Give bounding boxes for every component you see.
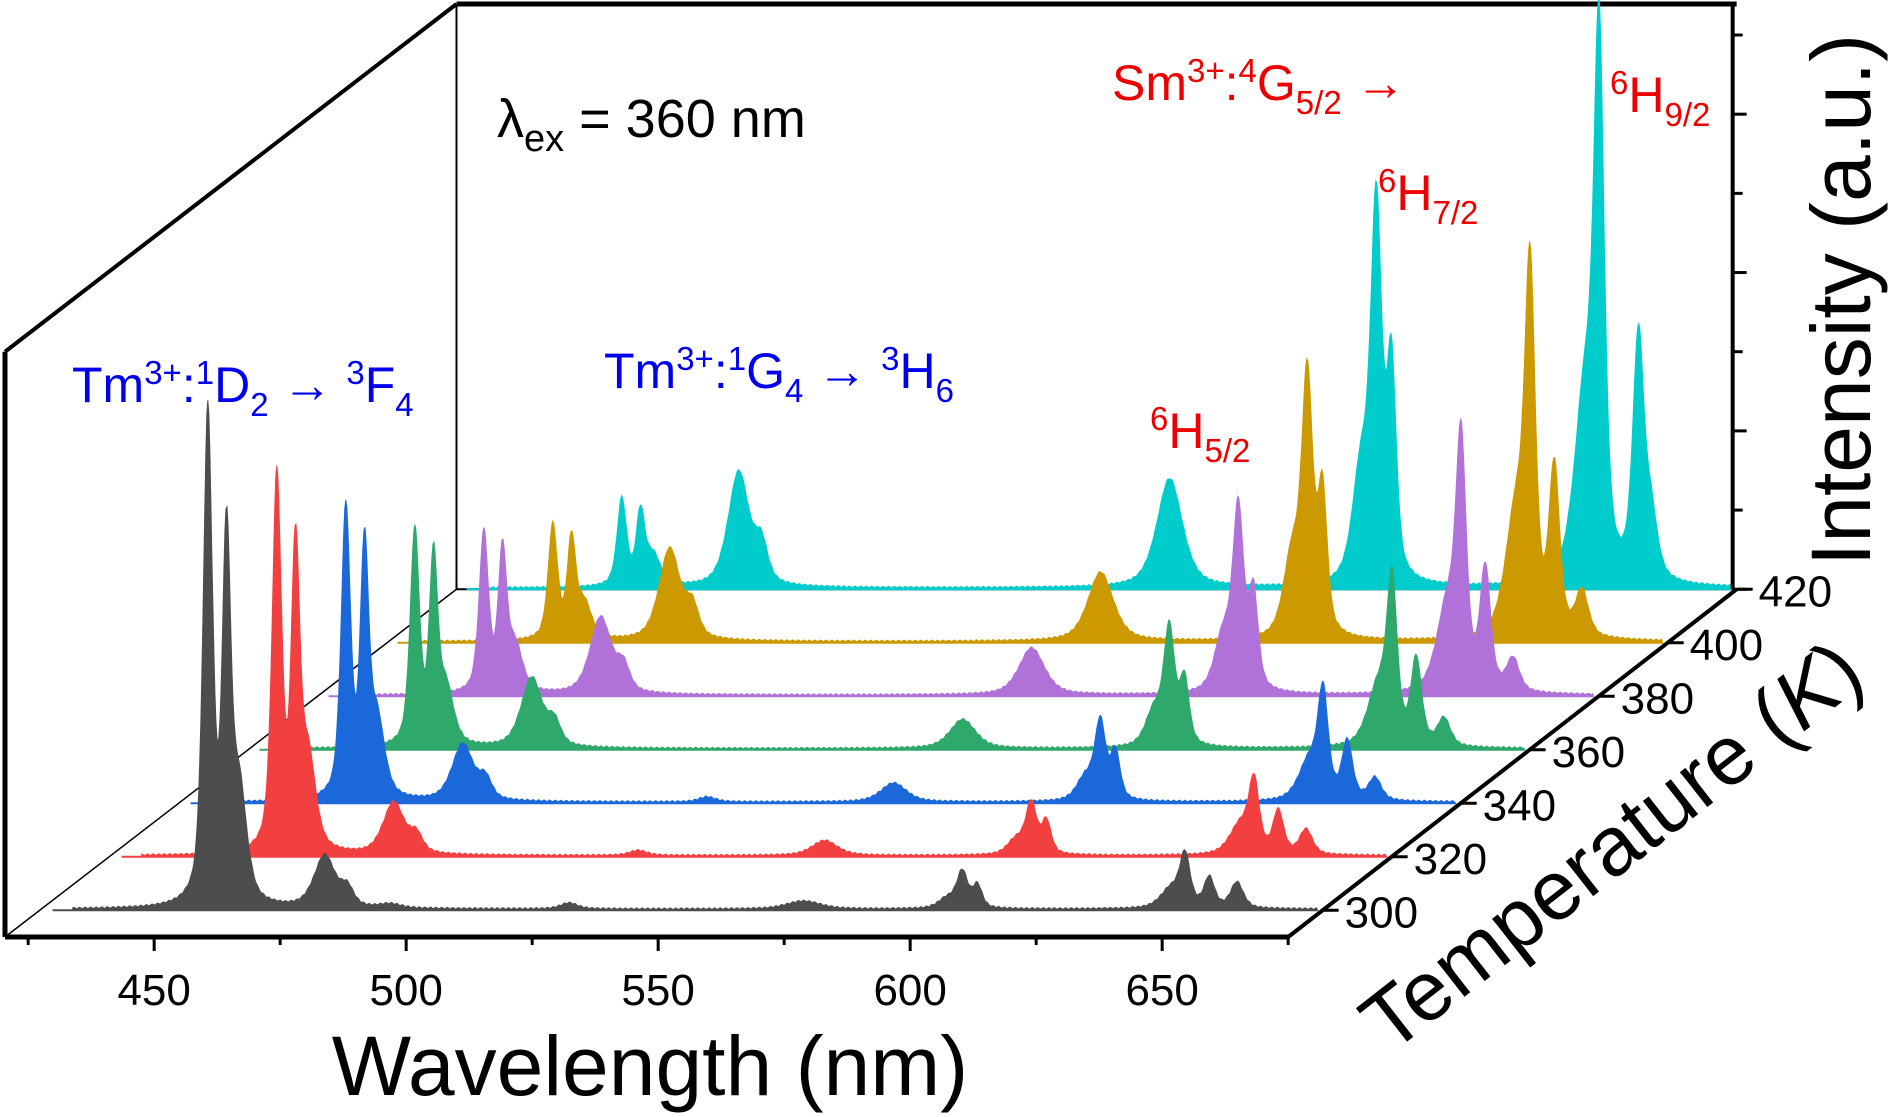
spectrum-area-380k xyxy=(348,418,1595,697)
annotation-part-sup: 3+ xyxy=(144,354,182,391)
spectrum-area-320k xyxy=(141,465,1388,858)
annotation-part-sup: 3+ xyxy=(676,340,714,377)
annotation-part-n: F xyxy=(365,357,396,413)
temperature-tick-label-300: 300 xyxy=(1345,888,1418,937)
annotation-part-n: Tm xyxy=(72,357,144,413)
annotation-part-sup: 1 xyxy=(196,354,214,391)
temperature-axis-line xyxy=(1286,587,1738,939)
annotation-part-sub: 7/2 xyxy=(1432,194,1478,231)
annotation-part-sub: 5/2 xyxy=(1204,432,1250,469)
annotation-part-sup: 6 xyxy=(1378,162,1396,199)
temperature-tick-label-400: 400 xyxy=(1690,621,1763,670)
annotation-part-sup: 6 xyxy=(1150,400,1168,437)
annotation-part-sup: 3 xyxy=(346,354,364,391)
annotation-sm-6h72: 6H7/2 xyxy=(1378,162,1478,231)
spectrum-340k xyxy=(190,500,1457,805)
annotation-part-sub: 6 xyxy=(936,372,954,409)
annotation-part-n: D xyxy=(214,357,250,413)
annotation-part-n: G xyxy=(1257,55,1296,111)
temperature-tick-label-340: 340 xyxy=(1483,781,1556,830)
temperature-tick-label-380: 380 xyxy=(1621,674,1694,723)
annotation-part-sub: 4 xyxy=(785,372,803,409)
x-tick-label-650: 650 xyxy=(1125,966,1198,1015)
annotation-tm-1d2: Tm3+:1D2 → 3F4 xyxy=(72,354,414,423)
spectrum-320k xyxy=(121,465,1388,858)
x-tick-label-450: 450 xyxy=(117,966,190,1015)
annotation-part-sup: 3+ xyxy=(1187,52,1225,89)
annotation-part-sub: 5/2 xyxy=(1296,84,1342,121)
temperature-tick-label-420: 420 xyxy=(1759,567,1832,616)
intensity-axis xyxy=(1730,4,1747,591)
spectra-group xyxy=(52,0,1733,912)
spectrum-300k xyxy=(52,400,1319,912)
annotation-part-sub: 9/2 xyxy=(1664,96,1710,133)
annotation-part-n: : xyxy=(182,357,196,413)
annotation-part-n: H xyxy=(1628,67,1664,123)
annotation-part-n: Sm xyxy=(1112,55,1187,111)
annotation-sm-6h92: 6H9/2 xyxy=(1610,64,1710,133)
annotation-part-sup: 4 xyxy=(1239,52,1257,89)
annotation-part-n: H xyxy=(900,343,936,399)
annotation-part-n: : xyxy=(1225,55,1239,111)
y-axis-title: Intensity (a.u.) xyxy=(1794,34,1888,566)
annotation-part-sup: 6 xyxy=(1610,64,1628,101)
annotation-part-n: Tm xyxy=(604,343,676,399)
spectrum-area-340k xyxy=(210,500,1457,804)
top-left-diagonal-edge xyxy=(3,2,458,354)
annotation-part-n: → xyxy=(269,357,347,413)
temperature-tick-label-320: 320 xyxy=(1414,835,1487,884)
annotation-part-n: → xyxy=(1342,55,1406,111)
spectrum-400k xyxy=(397,241,1664,644)
x-axis: 450 500 550 600 650 xyxy=(5,934,1290,1015)
annotation-sm-4g52: Sm3+:4G5/2 → xyxy=(1112,52,1406,121)
lambda-value: = 360 nm xyxy=(564,89,806,149)
annotation-part-sub: 2 xyxy=(250,386,268,423)
lambda-subscript: ex xyxy=(524,118,564,160)
annotation-part-n: : xyxy=(714,343,728,399)
x-tick-label-600: 600 xyxy=(873,966,946,1015)
excitation-wavelength-note: λex = 360 nm xyxy=(497,89,806,160)
annotation-sm-6h52: 6H5/2 xyxy=(1150,400,1250,469)
annotation-part-sub: 4 xyxy=(395,386,413,423)
annotation-part-n: → xyxy=(803,343,881,399)
annotation-part-sup: 1 xyxy=(728,340,746,377)
annotation-tm-1g4: Tm3+:1G4 → 3H6 xyxy=(604,340,954,409)
annotation-part-n: H xyxy=(1168,403,1204,459)
annotation-part-sup: 3 xyxy=(881,340,899,377)
annotation-part-n: G xyxy=(746,343,785,399)
temperature-tick-label-360: 360 xyxy=(1552,728,1625,777)
annotation-part-n: H xyxy=(1396,165,1432,221)
x-tick-label-500: 500 xyxy=(369,966,442,1015)
lambda-symbol: λ xyxy=(497,89,524,149)
x-axis-title: Wavelength (nm) xyxy=(332,1019,968,1113)
x-tick-label-550: 550 xyxy=(621,966,694,1015)
